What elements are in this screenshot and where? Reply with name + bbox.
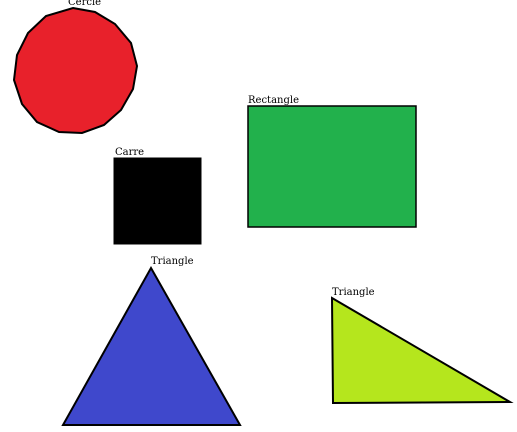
square-shape — [113, 157, 202, 245]
rectangle-label: Rectangle — [248, 95, 299, 106]
circle-label: Cercle — [68, 0, 101, 8]
circle-shape — [12, 6, 139, 135]
square-label: Carre — [115, 147, 144, 158]
rectangle-shape — [247, 105, 417, 228]
triangle-right-label: Triangle — [332, 287, 375, 298]
triangle-right-shape — [330, 296, 514, 405]
triangle-equilateral-label: Triangle — [151, 256, 194, 267]
triangle-equilateral-shape — [61, 265, 242, 426]
